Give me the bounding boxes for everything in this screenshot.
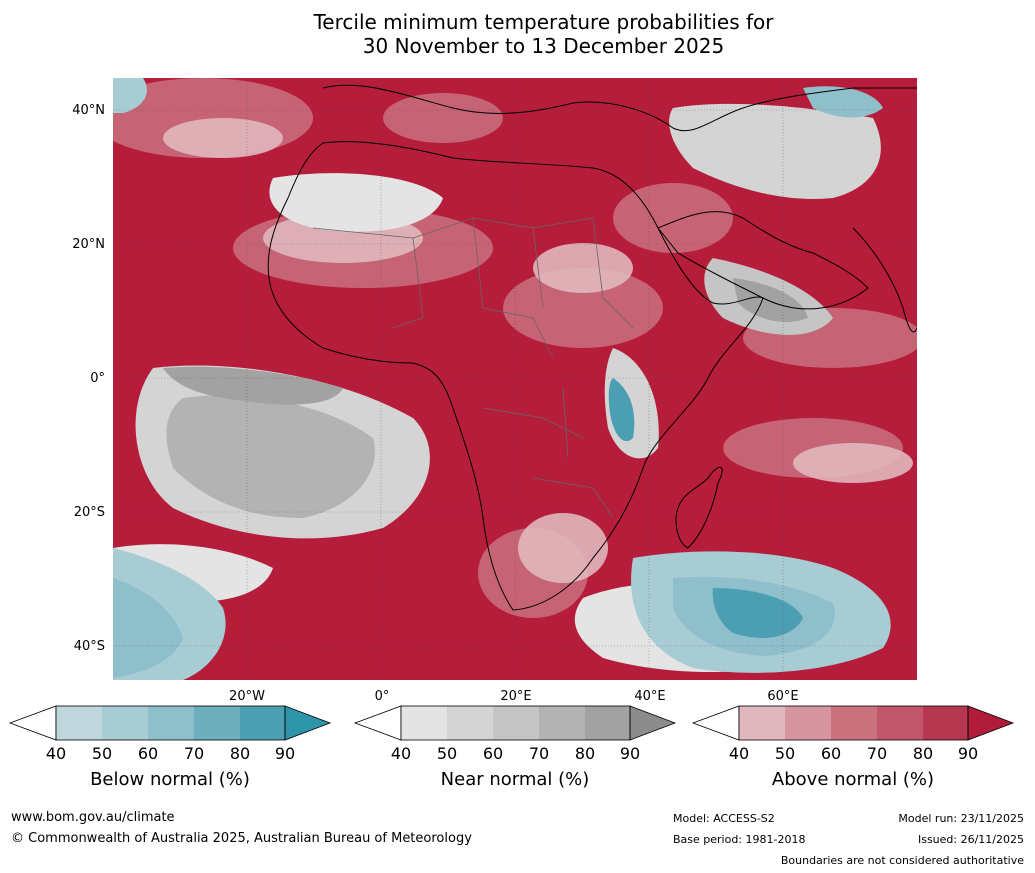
disclaimer-text: Boundaries are not considered authoritat… xyxy=(780,854,1024,867)
above-tick-40: 40 xyxy=(728,744,750,763)
graticule xyxy=(113,78,917,680)
lat-label-20s: 20°S xyxy=(73,505,105,520)
base-period-text: Base period: 1981-2018 xyxy=(673,833,806,846)
near-tick-60: 60 xyxy=(482,744,504,763)
near-tick-40: 40 xyxy=(390,744,412,763)
colorbar-above-seg-5 xyxy=(923,706,968,740)
below-normal-label: Below normal (%) xyxy=(90,769,250,790)
lat-label-40s: 40°S xyxy=(73,639,105,654)
colorbar-near-seg-0 xyxy=(353,705,402,741)
below-tick-40: 40 xyxy=(45,744,67,763)
above-tick-80: 80 xyxy=(912,744,934,763)
title-line-1: Tercile minimum temperature probabilitie… xyxy=(313,10,774,34)
copyright-text: © Commonwealth of Australia 2025, Austra… xyxy=(11,831,472,846)
map-svg xyxy=(113,78,917,680)
country-borders xyxy=(312,217,634,519)
below-tick-70: 70 xyxy=(183,744,205,763)
india-coastline xyxy=(852,227,917,333)
above-normal-label: Above normal (%) xyxy=(771,769,935,790)
colorbar-above-seg-0 xyxy=(691,705,740,741)
colorbar-near-seg-6 xyxy=(629,705,677,741)
colorbar-near-seg-2 xyxy=(447,706,493,740)
near-normal-label: Near normal (%) xyxy=(440,769,590,790)
europe-coastline xyxy=(322,84,917,132)
map-title: Tercile minimum temperature probabilitie… xyxy=(0,10,1035,58)
above-normal-pale-patches xyxy=(163,118,913,583)
colorbar-below-normal xyxy=(8,705,332,741)
colorbar-near-svg xyxy=(353,705,677,741)
africa-coastline xyxy=(267,141,764,611)
above-tick-90: 90 xyxy=(957,744,979,763)
colorbar-near-seg-4 xyxy=(539,706,585,740)
issued-text: Issued: 26/11/2025 xyxy=(917,833,1024,846)
colorbar-above-seg-2 xyxy=(785,706,831,740)
arabia-coastline xyxy=(657,211,869,310)
colorbar-below-svg xyxy=(8,705,332,741)
above-tick-60: 60 xyxy=(820,744,842,763)
colorbar-above-normal xyxy=(691,705,1015,741)
below-tick-50: 50 xyxy=(91,744,113,763)
colorbar-above-svg xyxy=(691,705,1015,741)
lon-label-20e: 20°E xyxy=(500,689,532,704)
model-text: Model: ACCESS-S2 xyxy=(673,812,775,825)
near-tick-70: 70 xyxy=(528,744,550,763)
colorbar-above-seg-6 xyxy=(967,705,1015,741)
website-link[interactable]: www.bom.gov.au/climate xyxy=(11,810,175,825)
near-tick-90: 90 xyxy=(619,744,641,763)
below-normal-regions xyxy=(113,78,891,680)
below-tick-60: 60 xyxy=(137,744,159,763)
colorbar-below-seg-6 xyxy=(284,705,332,741)
colorbar-below-seg-3 xyxy=(148,706,194,740)
colorbar-near-normal xyxy=(353,705,677,741)
colorbar-above-seg-1 xyxy=(739,706,785,740)
title-line-2: 30 November to 13 December 2025 xyxy=(362,34,725,58)
model-run-text: Model run: 23/11/2025 xyxy=(898,812,1024,825)
lon-label-40e: 40°E xyxy=(634,689,666,704)
below-tick-90: 90 xyxy=(274,744,296,763)
lat-label-40n: 40°N xyxy=(72,103,105,118)
colorbar-above-seg-3 xyxy=(831,706,877,740)
lon-label-0: 0° xyxy=(374,689,390,704)
lon-label-20w: 20°W xyxy=(229,689,265,704)
lat-label-0: 0° xyxy=(90,371,105,386)
probability-map[interactable] xyxy=(113,78,917,680)
colorbar-near-seg-3 xyxy=(493,706,539,740)
madagascar-coastline xyxy=(675,466,723,549)
below-tick-80: 80 xyxy=(229,744,251,763)
lon-label-60e: 60°E xyxy=(767,689,799,704)
colorbar-below-seg-5 xyxy=(240,706,285,740)
colorbar-below-seg-1 xyxy=(56,706,102,740)
colorbar-near-seg-5 xyxy=(585,706,630,740)
lat-label-20n: 20°N xyxy=(72,237,105,252)
above-tick-50: 50 xyxy=(774,744,796,763)
above-tick-70: 70 xyxy=(866,744,888,763)
colorbar-above-seg-4 xyxy=(877,706,923,740)
colorbar-below-seg-0 xyxy=(8,705,57,741)
colorbar-near-seg-1 xyxy=(401,706,447,740)
colorbar-below-seg-2 xyxy=(102,706,148,740)
near-tick-50: 50 xyxy=(436,744,458,763)
colorbar-below-seg-4 xyxy=(194,706,240,740)
near-tick-80: 80 xyxy=(574,744,596,763)
